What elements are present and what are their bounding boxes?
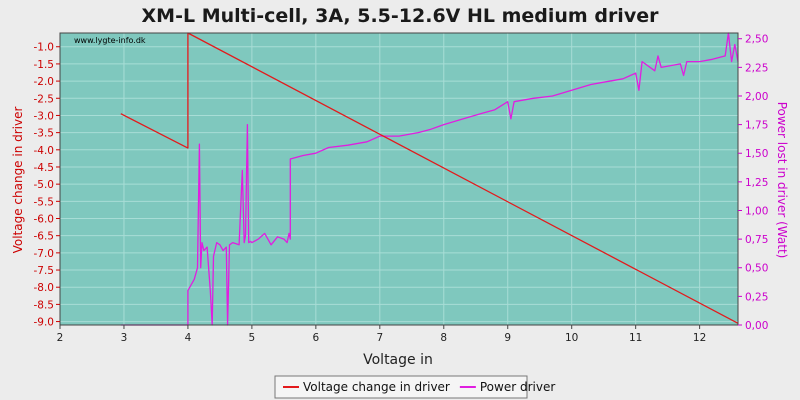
y-right-tick-label: 0,75 (745, 234, 768, 246)
y-left-tick-label: -4.0 (34, 145, 55, 157)
watermark: www.lygte-info.dk (74, 36, 146, 45)
x-tick-label: 10 (565, 332, 578, 344)
y-left-tick-label: -3.0 (34, 110, 55, 122)
plot-area (60, 33, 738, 325)
chart-title: XM-L Multi-cell, 3A, 5.5-12.6V HL medium… (142, 5, 660, 27)
y-left-tick-label: -6.0 (34, 214, 55, 226)
x-tick-label: 3 (121, 332, 128, 344)
y-left-tick-label: -7.0 (34, 248, 55, 260)
x-tick-label: 5 (249, 332, 256, 344)
y-left-tick-label: -8.5 (34, 299, 55, 311)
y-left-axis-ticks: -1.0 -1.5 -2.0 -2.5 -3.0 -3.5 -4.0 -4.5 -5.0 -5.5… (34, 42, 60, 329)
y-right-axis-label: Power lost in driver (Watt) (775, 102, 789, 259)
y-right-axis-ticks: 0,00 0,25 0,50 0,75 1,00 1,25 1,50 1,75 2,00 2,25… (738, 34, 768, 332)
y-left-tick-label: -6.5 (34, 231, 55, 243)
y-left-axis-label: Voltage change in driver (11, 107, 25, 254)
y-left-tick-label: -8.0 (34, 282, 55, 294)
y-right-tick-label: 0,50 (745, 263, 768, 275)
x-axis-label: Voltage in (363, 352, 433, 368)
legend: Voltage change in driver Power driver (274, 375, 555, 399)
series-power-line (120, 32, 739, 326)
y-left-tick-label: -2.0 (34, 76, 55, 88)
series-voltage-change-line (120, 32, 739, 324)
x-tick-label: 4 (185, 332, 192, 344)
x-tick-label: 11 (629, 332, 642, 344)
y-right-tick-label: 0,25 (745, 291, 768, 303)
y-left-tick-label: -3.5 (34, 128, 55, 140)
x-tick-label: 9 (504, 332, 511, 344)
x-tick-label: 8 (440, 332, 447, 344)
y-left-tick-label: -1.5 (34, 59, 55, 71)
y-right-tick-label: 0,00 (745, 320, 768, 332)
y-right-tick-label: 2,50 (745, 34, 768, 46)
y-left-tick-label: -5.5 (34, 196, 55, 208)
y-left-tick-label: -1.0 (34, 42, 55, 54)
y-left-tick-label: -4.5 (34, 162, 55, 174)
y-left-tick-label: -7.5 (34, 265, 55, 277)
plot-frame (59, 32, 739, 326)
y-right-tick-label: 2,25 (745, 62, 768, 74)
x-tick-label: 2 (57, 332, 64, 344)
x-axis-ticks: 2 3 4 5 6 7 8 9 10 11 12 (57, 325, 706, 344)
y-right-tick-label: 1,00 (745, 205, 768, 217)
x-tick-label: 12 (693, 332, 706, 344)
y-right-tick-label: 1,50 (745, 148, 768, 160)
x-tick-label: 7 (376, 332, 383, 344)
legend-label: Voltage change in driver (303, 380, 450, 394)
y-right-tick-label: 1,25 (745, 177, 768, 189)
legend-label: Power driver (480, 380, 555, 394)
legend-box (274, 375, 528, 399)
y-left-tick-label: -2.5 (34, 93, 55, 105)
y-left-tick-label: -9.0 (34, 317, 55, 329)
series-layer (120, 32, 739, 326)
y-left-tick-label: -5.0 (34, 179, 55, 191)
y-right-tick-label: 2,00 (745, 91, 768, 103)
y-right-tick-label: 1,75 (745, 120, 768, 132)
x-tick-label: 6 (313, 332, 320, 344)
